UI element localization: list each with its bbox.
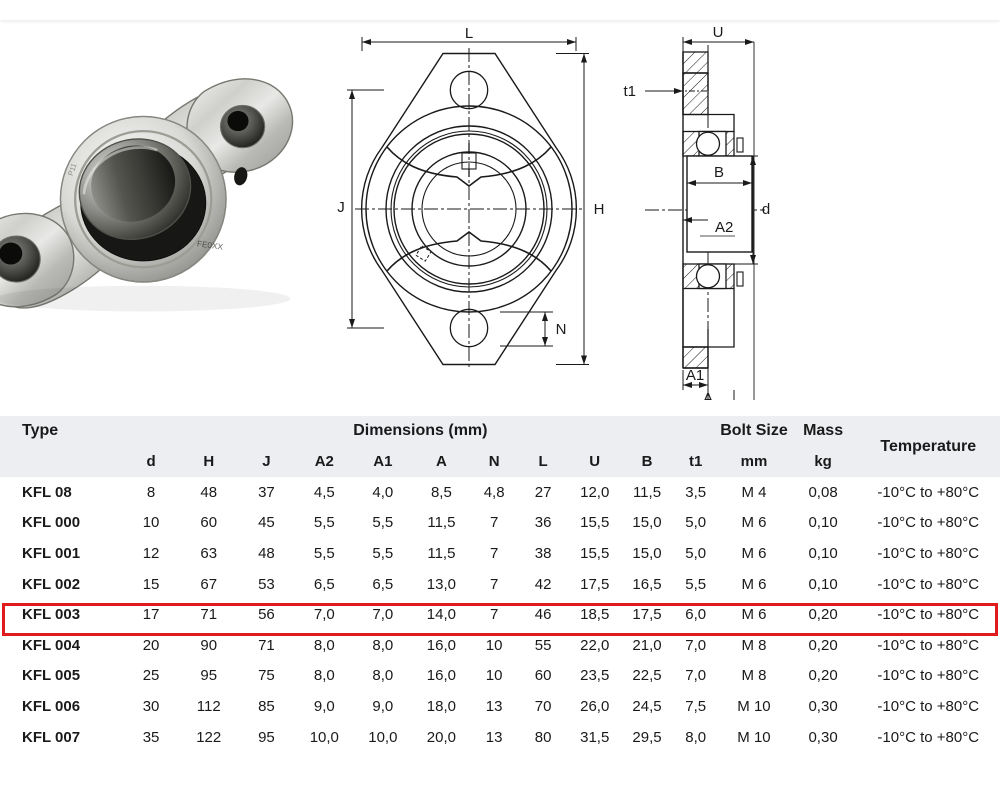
svg-text:A2: A2 [715,219,733,236]
svg-text:d: d [762,201,770,218]
svg-text:A1: A1 [686,367,704,384]
svg-text:U: U [713,24,724,41]
svg-text:t1: t1 [623,83,636,100]
svg-text:A: A [703,390,713,400]
svg-text:B: B [714,164,724,181]
